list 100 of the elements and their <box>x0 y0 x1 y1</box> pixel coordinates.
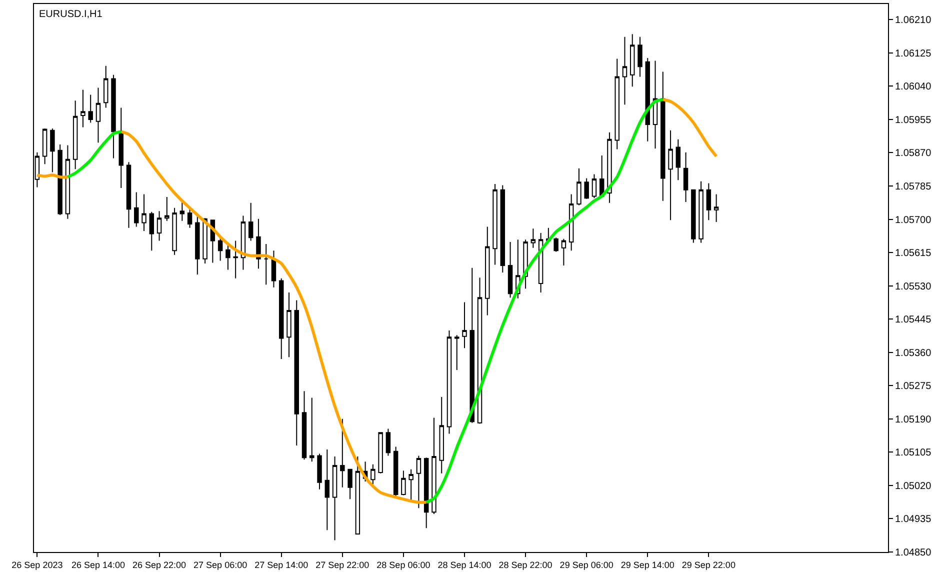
y-tick-label: 1.06040 <box>895 82 932 93</box>
x-tick-label: 27 Sep 06:00 <box>194 560 248 570</box>
candlestick <box>317 453 322 490</box>
y-tick-label: 1.05190 <box>895 414 932 426</box>
x-tick-label: 27 Sep 22:00 <box>316 560 370 570</box>
candlestick <box>324 448 330 531</box>
candlestick <box>42 128 48 165</box>
x-tick-label: 29 Sep 14:00 <box>620 560 674 570</box>
y-tick-label: 1.05615 <box>895 248 932 260</box>
x-tick-label: 26 Sep 14:00 <box>71 560 125 570</box>
candlestick <box>264 243 268 286</box>
candlestick <box>271 250 276 288</box>
x-tick-label: 29 Sep 06:00 <box>560 560 614 570</box>
y-tick-label: 1.05785 <box>895 182 932 193</box>
y-tick-label: 1.05445 <box>895 314 932 326</box>
candlestick <box>332 456 338 541</box>
candlestick <box>652 60 658 149</box>
candlestick <box>172 207 177 256</box>
x-tick-label: 28 Sep 14:00 <box>438 560 492 570</box>
candlestick <box>96 87 101 144</box>
candlestick <box>477 277 482 424</box>
candlestick <box>370 464 376 485</box>
candlestick <box>103 65 108 108</box>
candlestick <box>622 36 628 106</box>
candlestick <box>408 468 414 501</box>
candlestick <box>584 178 589 200</box>
candlestick <box>599 154 604 197</box>
candlestick <box>111 74 116 159</box>
candlestick <box>164 196 170 222</box>
candlestick <box>485 226 490 316</box>
candlestick <box>355 456 360 534</box>
candlestick <box>416 455 422 509</box>
candlestick <box>508 241 513 298</box>
candlestick <box>668 130 673 221</box>
candlestick <box>180 200 185 222</box>
candlestick <box>240 215 246 270</box>
y-tick-label: 1.05360 <box>895 348 932 359</box>
candlestick <box>126 162 132 228</box>
candlestick <box>424 457 429 529</box>
candlestick <box>691 189 696 244</box>
candlestick <box>568 194 574 252</box>
candlestick <box>378 432 383 474</box>
y-tick-label: 1.04850 <box>895 548 932 558</box>
candlestick <box>80 89 86 128</box>
candlestick <box>348 468 352 500</box>
candlestick <box>393 446 398 497</box>
candlestick <box>676 138 681 181</box>
text: EURUSD.I,H1 <box>39 9 103 20</box>
candlestick <box>454 334 460 370</box>
candlestick <box>340 418 345 488</box>
candlestick <box>500 184 506 274</box>
x-tick-label: 27 Sep 14:00 <box>254 560 308 570</box>
candlestick <box>607 132 612 204</box>
candlestick <box>118 107 124 188</box>
candlestick <box>698 180 704 244</box>
y-tick-label: 1.05275 <box>895 381 932 392</box>
candlestick <box>278 278 284 360</box>
candlestick <box>714 194 719 223</box>
y-tick-label: 1.05020 <box>895 480 932 492</box>
candlestick <box>439 396 444 474</box>
x-tick-label: 26 Sep 22:00 <box>132 560 186 570</box>
candlestick <box>233 240 238 279</box>
y-tick-label: 1.05530 <box>895 281 932 292</box>
candlestick <box>58 144 62 216</box>
candlestick <box>706 182 712 221</box>
candlestick <box>592 174 597 199</box>
candlestick <box>226 244 230 270</box>
candlestick <box>218 236 223 262</box>
candlestick <box>614 58 620 150</box>
x-tick-label: 28 Sep 22:00 <box>498 560 552 570</box>
candlestick <box>65 144 70 220</box>
candlestick <box>142 194 146 232</box>
candlestick <box>195 214 200 275</box>
candlestick <box>470 267 474 424</box>
candlestick <box>576 168 582 206</box>
candlestick <box>310 397 314 462</box>
candlestick <box>645 58 650 142</box>
x-tick-label: 29 Sep 22:00 <box>682 560 736 570</box>
candlestick <box>134 192 139 228</box>
candlestick <box>638 36 642 78</box>
candlestick <box>302 390 307 460</box>
y-tick-label: 1.05870 <box>895 148 932 160</box>
candlestick <box>50 128 55 173</box>
y-tick-label: 1.06210 <box>895 15 932 26</box>
y-tick-label: 1.04935 <box>895 514 932 526</box>
candlestick <box>462 302 467 349</box>
candlestick <box>446 330 452 434</box>
y-tick-label: 1.05105 <box>895 448 932 459</box>
candlestick <box>72 100 78 170</box>
candlestick <box>286 292 292 358</box>
candlestick <box>401 470 406 496</box>
candlestick <box>492 184 498 266</box>
candlestick <box>149 211 154 252</box>
candlestick <box>432 417 436 515</box>
candlestick <box>156 210 162 242</box>
candlestick <box>202 218 208 264</box>
candlestick <box>386 428 391 456</box>
candlestick <box>630 34 635 88</box>
candlestick <box>660 71 666 202</box>
y-tick-label: 1.05700 <box>895 214 932 226</box>
